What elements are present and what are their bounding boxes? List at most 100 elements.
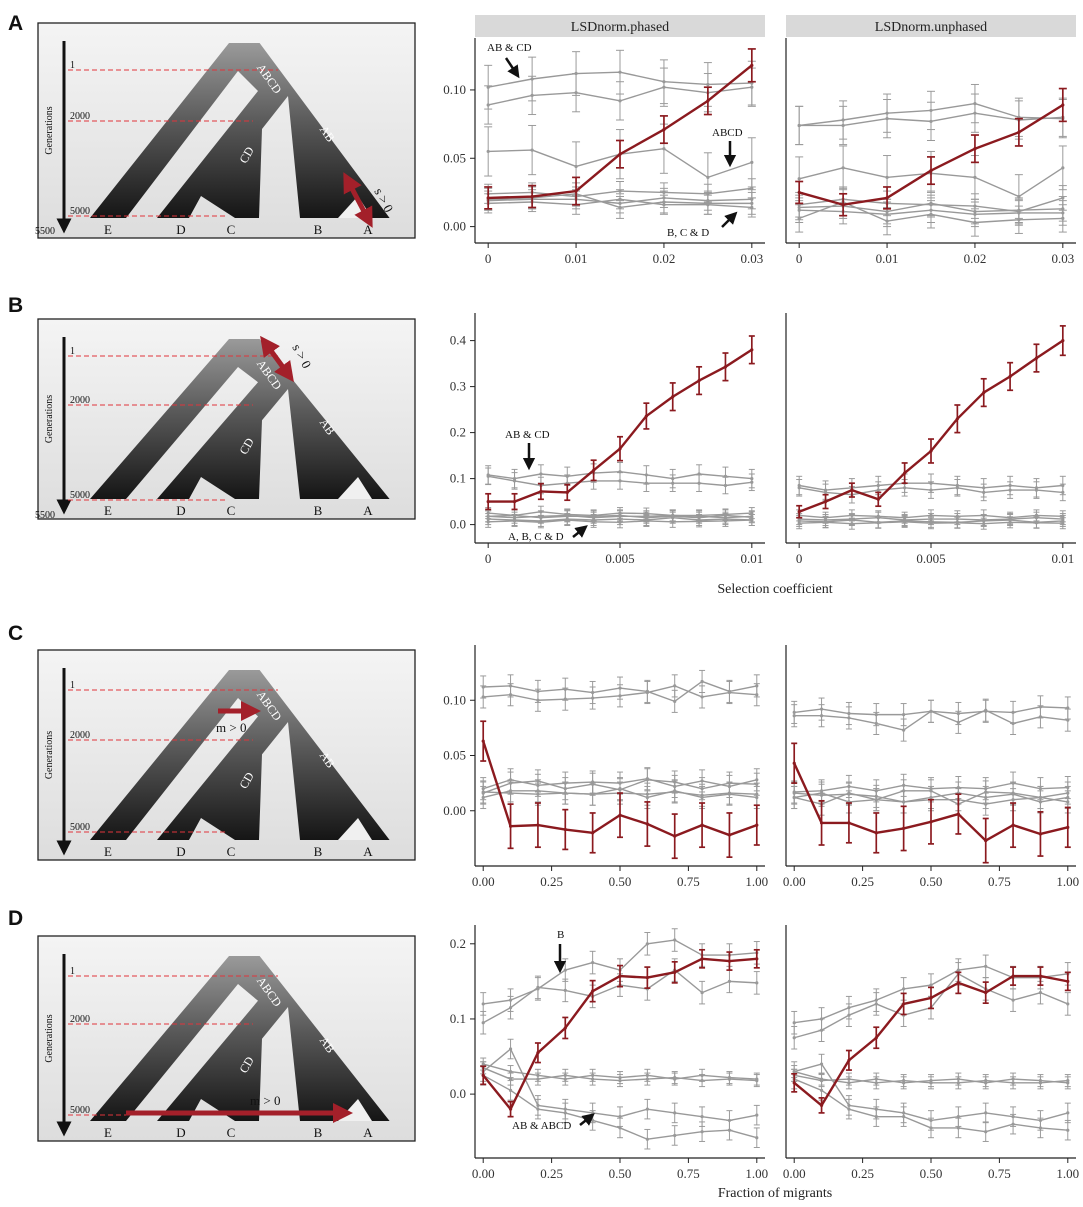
gray-series-6-point [847,791,851,795]
highlight-series-point [956,981,960,985]
gray-series-2-point [508,693,513,697]
highlight-series-point [792,761,796,765]
highlight-series [480,720,760,860]
gray-series-2-point [797,123,801,128]
gray-series-3-point [973,175,977,179]
highlight-series-point [618,447,622,451]
annotation-ab-abcd-arrow [579,1113,595,1126]
highlight-series-point [536,1051,540,1055]
x-tick-label: 0 [796,251,803,266]
gray-series-5-point [1066,1111,1070,1115]
gray-series-2-point [792,714,796,718]
annotations-a: AB & CD ABCD B, C & D [487,42,743,239]
gray-series-6-point [792,795,796,800]
gray-series-6 [791,1068,1071,1142]
gray-series-5-point [618,1115,622,1119]
gray-series-1-point [481,1002,485,1006]
gray-series-2-point [727,979,732,983]
highlight-series-point [1008,374,1012,379]
gray-series-2-point [645,690,649,695]
highlight-series-point [1061,339,1065,343]
gray-series-6-point [1038,1126,1043,1130]
gray-series-1-point [700,679,704,684]
leaf-label-e: E [104,222,112,237]
annotation-a-b-c-d-arrow [572,525,588,538]
highlight-series-point [592,468,596,472]
gray-series-2-point [929,119,933,123]
highlight-series-point [1017,130,1021,134]
highlight-series-point [486,196,490,200]
leaf-label-d: D [176,503,185,518]
x-tick-label: 0.01 [1051,551,1074,566]
gray-series-5-point [508,1047,513,1051]
highlight-series-point [984,838,988,843]
gray-series-2-point [697,481,701,485]
x-tick-label: 1.00 [745,874,768,889]
x-tick-label: 0.01 [565,251,588,266]
x-axis-title-migrants: Fraction of migrants [718,1186,832,1201]
highlight-series-point [819,821,824,825]
x-tick-label: 0.50 [609,1166,632,1181]
x-tick-label: 0 [796,551,803,566]
gray-series-4-point [750,186,754,190]
y-tick-label: 0.0 [450,1086,466,1101]
gray-series-6-point [591,792,595,796]
highlight-series-point [481,1073,485,1077]
event-marker: m > 0 [126,1093,353,1123]
leaf-label-c: C [227,222,236,237]
highlight-series-point [618,152,622,156]
gray-series-7-point [973,220,977,225]
y-tick-label: 0.1 [450,471,466,486]
gray-series-2-point [876,488,880,492]
gray-series-3-point [508,1069,513,1074]
gray-series-2-point [618,99,622,103]
x-tick-label: 0.75 [988,1166,1011,1181]
highlight-series-point [841,203,845,207]
annotations-d: B AB & ABCD [512,929,595,1132]
gray-series-2-point [956,720,960,724]
gray-series-2-point [723,483,728,488]
y-tick-label: 0.0 [450,517,466,532]
highlight-series-point [1066,979,1070,983]
gray-series-6-point [1034,521,1039,525]
chart-c-unphased: 0.00 0.25 0.50 0.75 1.00 [783,645,1079,889]
gray-series-4-point [591,1077,595,1081]
gray-series-7-point [797,216,801,220]
gray-series-7-point [1061,216,1065,220]
gray-series-6-point [508,789,513,793]
gray-series-6-point [536,1107,540,1111]
gray-series-2-point [618,479,622,483]
annotations-b: AB & CD A, B, C & D [505,429,588,543]
gray-series-7-point [539,516,543,520]
gray-series-6-point [1038,795,1043,800]
leaf-label-d: D [176,844,185,859]
gray-series-6-point [1011,798,1015,802]
gray-series-5-point [700,1115,704,1119]
gray-series-5-point [645,1107,649,1111]
highlight-series-point [673,970,677,974]
gray-series-6-point [955,521,959,525]
y-tick-label: 0.2 [450,425,466,440]
highlight-series-point [885,196,889,200]
leaf-label-d: D [176,222,185,237]
gray-series-6-point [727,792,732,796]
highlight-series-point [902,826,906,831]
gray-series-6-point [673,1133,677,1138]
gray-series-2-point [982,490,986,494]
highlight-series-point [874,1036,878,1040]
gray-series-7-point [565,514,569,518]
gray-series-6-point [700,1130,704,1134]
gray-series-7-point [592,514,596,518]
gray-series-3-point [662,147,666,151]
gray-series-6-point [618,1126,622,1130]
x-tick-label: 0.00 [472,874,495,889]
tree-shape [90,339,390,499]
gray-series-3-point [841,166,845,170]
leaf-label-d: D [176,1125,185,1140]
y-tick-label: 0.10 [443,692,466,707]
y-tick-label: 0.00 [443,803,466,818]
gray-series-6-point [673,789,677,793]
gray-series-7-point [750,201,754,205]
